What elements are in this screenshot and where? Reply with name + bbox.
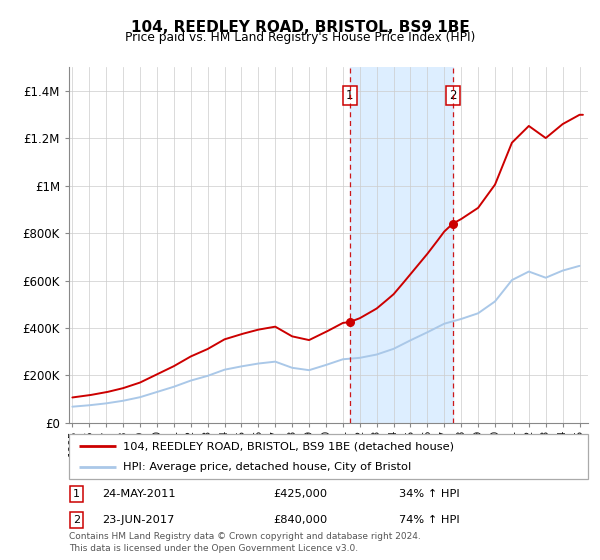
Text: 23-JUN-2017: 23-JUN-2017 <box>102 515 175 525</box>
Text: 104, REEDLEY ROAD, BRISTOL, BS9 1BE (detached house): 104, REEDLEY ROAD, BRISTOL, BS9 1BE (det… <box>124 441 454 451</box>
Text: 2: 2 <box>449 89 457 102</box>
Text: Contains HM Land Registry data © Crown copyright and database right 2024.
This d: Contains HM Land Registry data © Crown c… <box>69 533 421 553</box>
Text: 1: 1 <box>346 89 353 102</box>
Bar <box>350 67 453 423</box>
FancyBboxPatch shape <box>69 434 588 479</box>
Text: £840,000: £840,000 <box>273 515 327 525</box>
Text: 24-MAY-2011: 24-MAY-2011 <box>102 489 176 499</box>
Text: 104, REEDLEY ROAD, BRISTOL, BS9 1BE: 104, REEDLEY ROAD, BRISTOL, BS9 1BE <box>131 20 469 35</box>
Text: 2: 2 <box>73 515 80 525</box>
Text: Price paid vs. HM Land Registry's House Price Index (HPI): Price paid vs. HM Land Registry's House … <box>125 31 475 44</box>
Text: 34% ↑ HPI: 34% ↑ HPI <box>399 489 460 499</box>
Text: 74% ↑ HPI: 74% ↑ HPI <box>399 515 460 525</box>
Text: 1: 1 <box>73 489 80 499</box>
Text: £425,000: £425,000 <box>273 489 327 499</box>
Text: HPI: Average price, detached house, City of Bristol: HPI: Average price, detached house, City… <box>124 461 412 472</box>
